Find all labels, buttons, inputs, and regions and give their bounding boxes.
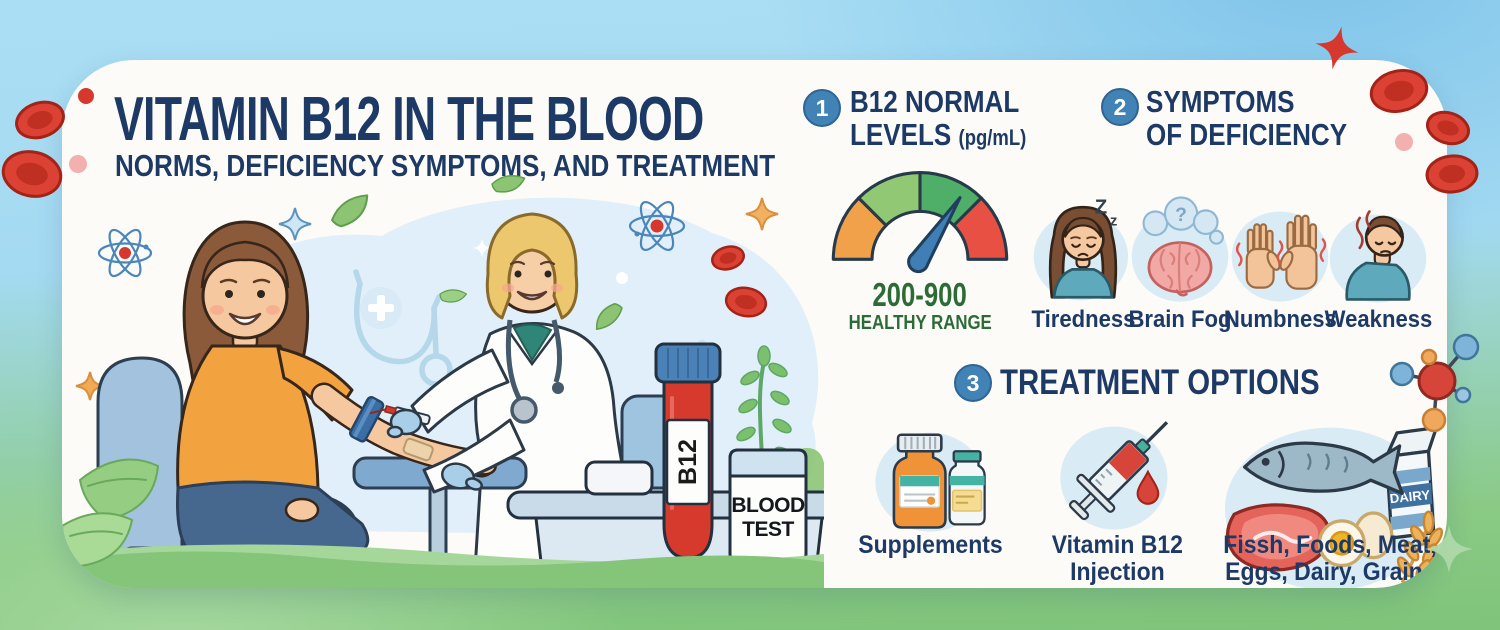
blood-test-label-line1: BLOOD xyxy=(731,494,805,517)
b12-test-tube-icon: B12 xyxy=(654,342,722,560)
section-1-number-badge: 1 xyxy=(803,89,841,127)
b12-gauge-icon xyxy=(831,171,1009,274)
treatment-item-foods: DAIRY xyxy=(1205,404,1447,588)
levels-heading-unit: (pg/mL) xyxy=(958,124,1027,150)
orange-sparkle-icon xyxy=(75,371,105,401)
medical-cross-icon xyxy=(360,287,402,329)
symptom-item-tiredness: Z z xyxy=(1013,190,1153,308)
section-2-number: 2 xyxy=(1113,93,1127,120)
red-blood-cell-icon xyxy=(1,150,63,198)
foods-text-line1: Fissh, Foods, Meat, xyxy=(1223,531,1437,559)
supplements-text: Supplements xyxy=(857,531,1003,559)
injection-text-line2: Injection xyxy=(1069,558,1165,586)
symptom-label-weakness: Weakness xyxy=(1308,306,1447,334)
gauge-segment-high xyxy=(952,196,1009,261)
weak-man-icon xyxy=(1329,210,1427,303)
arm-rest-leg xyxy=(428,486,448,562)
b12-gauge xyxy=(818,160,1022,278)
symptoms-section-heading: SYMPTOMS OF DEFICIENCY xyxy=(1146,84,1385,152)
symptom-label-brain-fog: Brain Fog xyxy=(1110,306,1250,334)
gauge-needle xyxy=(907,196,962,274)
healthy-range-number: 200-900 xyxy=(872,276,968,313)
treatment-item-injection xyxy=(992,410,1242,549)
symptom-item-weakness xyxy=(1308,190,1447,308)
doctor-arms xyxy=(369,348,526,494)
bandage xyxy=(402,437,434,462)
supplement-bottles-icon xyxy=(875,432,986,532)
page-subtitle-text: NORMS, DEFICIENCY SYMPTOMS, AND TREATMEN… xyxy=(115,148,776,183)
injection-text-line1: Vitamin B12 xyxy=(1051,531,1183,559)
foods-icon: DAIRY xyxy=(1224,425,1444,588)
patient-illustration xyxy=(176,220,370,560)
levels-heading-line2: LEVELS xyxy=(850,116,952,152)
treatment-heading-text: TREATMENT OPTIONS xyxy=(1000,363,1320,402)
levels-heading-line1: B12 NORMAL xyxy=(850,84,1020,119)
white-dot xyxy=(616,272,628,284)
orange-sparkle-2-icon xyxy=(745,197,779,231)
foods-text-line2: Eggs, Dairy, Grains xyxy=(1224,558,1436,586)
cotton-tray xyxy=(584,460,654,496)
symptom-item-numbness xyxy=(1210,190,1350,308)
numb-hands-icon xyxy=(1231,211,1329,302)
page-title: VITAMIN B12 IN THE BLOOD xyxy=(114,84,933,155)
levels-section-heading: B12 NORMAL LEVELS (pg/mL) xyxy=(850,84,1060,152)
section-1-number: 1 xyxy=(815,94,829,121)
treatment-label-supplements: Supplements xyxy=(805,532,1055,586)
healthy-range-value: 200-900 xyxy=(808,276,1032,314)
tiredness-text: Tiredness xyxy=(1031,306,1135,333)
syringe-icon xyxy=(1060,421,1169,530)
treatment-label-injection: Vitamin B12 Injection xyxy=(992,532,1242,586)
foreground-leaves xyxy=(62,458,160,568)
tired-woman-icon: Z z xyxy=(1033,197,1129,301)
white-sparkle-icon xyxy=(473,239,491,257)
tube-label-text: B12 xyxy=(674,439,702,485)
symptoms-heading-line2: OF DEFICIENCY xyxy=(1146,116,1348,152)
brain-fog-icon: ? xyxy=(1131,196,1229,302)
atom-2-icon xyxy=(628,200,686,252)
numbness-text: Numbness xyxy=(1223,306,1337,333)
page-subtitle: NORMS, DEFICIENCY SYMPTOMS, AND TREATMEN… xyxy=(115,148,901,184)
grass-front xyxy=(62,551,824,588)
leaf-decorations xyxy=(331,174,623,331)
tourniquet-band xyxy=(349,396,385,443)
blue-sparkle-icon xyxy=(278,207,312,241)
sleep-z-large: Z xyxy=(1095,197,1107,219)
healthy-range-text: HEALTHY RANGE xyxy=(848,312,992,334)
clinic-scene-illustration: B12 BLOOD TEST xyxy=(62,174,824,588)
red-blood-cell-icon xyxy=(15,100,65,140)
page-title-text: VITAMIN B12 IN THE BLOOD xyxy=(114,85,704,154)
blood-test-label-line2: TEST xyxy=(742,518,794,541)
blood-test-box: BLOOD TEST xyxy=(728,448,808,564)
symptom-label-numbness: Numbness xyxy=(1210,306,1350,334)
levels-heading-line2-wrap: LEVELS (pg/mL) xyxy=(850,116,1027,152)
healthy-range-label: HEALTHY RANGE xyxy=(808,312,1032,335)
treatment-item-supplements xyxy=(805,410,1055,549)
section-3-number: 3 xyxy=(966,369,980,396)
red-blood-cell-icons xyxy=(711,245,768,318)
brain-fog-text: Brain Fog xyxy=(1128,306,1232,333)
infographic-card: VITAMIN B12 IN THE BLOOD NORMS, DEFICIEN… xyxy=(62,60,1447,588)
symptoms-heading-line1: SYMPTOMS xyxy=(1146,84,1295,119)
treatment-label-foods: Fissh, Foods, Meat, Eggs, Dairy, Grains xyxy=(1205,532,1447,586)
weakness-text: Weakness xyxy=(1324,306,1432,333)
stethoscope-decoration-icon xyxy=(353,269,453,387)
fog-question-mark: ? xyxy=(1175,205,1187,226)
atom-icon xyxy=(97,228,153,278)
treatment-section-heading: TREATMENT OPTIONS xyxy=(1000,363,1380,403)
symptom-item-brain-fog: ? xyxy=(1110,190,1250,308)
symptom-label-tiredness: Tiredness xyxy=(1013,306,1153,334)
section-3-number-badge: 3 xyxy=(954,364,992,402)
section-2-number-badge: 2 xyxy=(1101,88,1139,126)
sleep-z-small: z xyxy=(1110,212,1117,229)
